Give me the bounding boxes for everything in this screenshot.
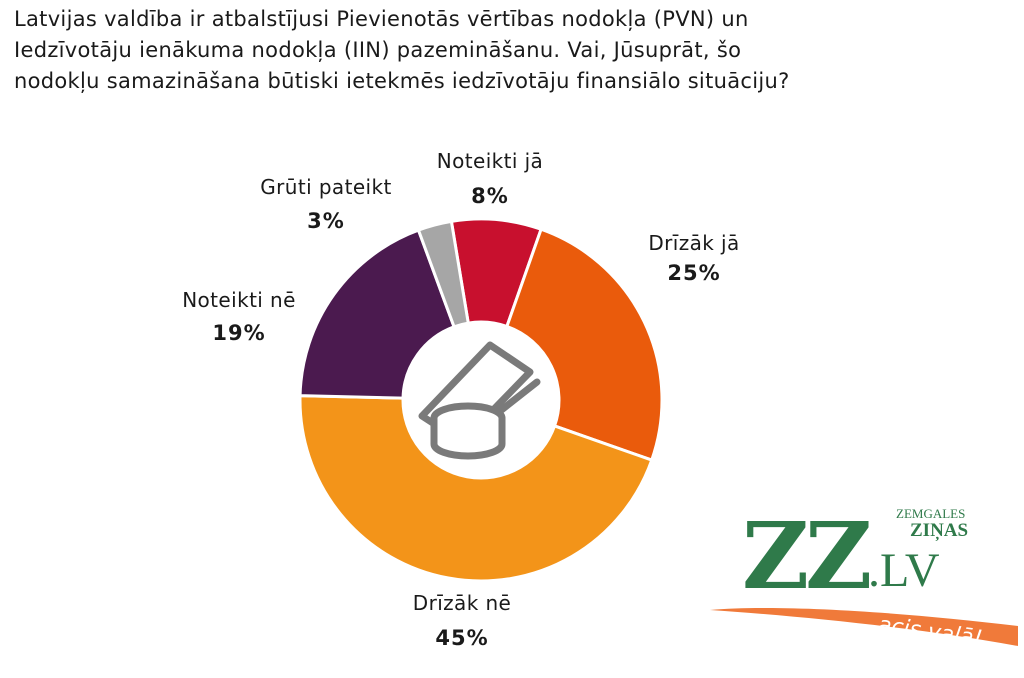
slice-value: 25% xyxy=(667,261,720,285)
slice-label: Grūti pateikt xyxy=(260,175,391,199)
slice-gr-ti-pateikt xyxy=(416,219,470,329)
slice-value: 45% xyxy=(435,626,488,650)
slice-value: 8% xyxy=(471,184,509,208)
logo-zinas: ZIŅAS xyxy=(910,520,968,541)
slice-label: Drīzāk nē xyxy=(413,591,511,615)
logo-zz: ZZ xyxy=(742,502,869,610)
title-line-1: Latvijas valdība ir atbalstījusi Pievien… xyxy=(14,7,749,31)
title-line-2: Iedzīvotāju ienākuma nodokļa (IIN) pazem… xyxy=(14,38,742,62)
logo-swoosh xyxy=(710,607,1018,646)
slice-dr-z-k-j- xyxy=(504,227,664,463)
coins-and-banknote-icon xyxy=(418,341,541,460)
slice-label: Noteikti jā xyxy=(437,149,543,173)
slice-value: 19% xyxy=(212,321,265,345)
slice-label: Drīzāk jā xyxy=(648,231,739,255)
slice-labels: Noteikti jā 8% Drīzāk jā 25% Drīzāk nē 45% Not… xyxy=(182,149,739,650)
title-line-3: nodokļu samazināšana būtiski ietekmēs ie… xyxy=(14,69,790,93)
logo-dot-lv: .LV xyxy=(868,544,940,597)
chart-title: Latvijas valdība ir atbalstījusi Pievien… xyxy=(14,4,1004,97)
slice-value: 3% xyxy=(307,209,345,233)
slice-dr-z-k-n- xyxy=(298,394,654,583)
logo-zemgales: ZEMGALES xyxy=(896,506,965,521)
donut-slices xyxy=(298,217,664,583)
slice-noteikti-n- xyxy=(298,228,456,400)
zz-lv-logo: ZZ ZEMGALES ZIŅAS .LV acis vaļā! xyxy=(710,502,1018,652)
slice-label: Noteikti nē xyxy=(182,288,296,312)
